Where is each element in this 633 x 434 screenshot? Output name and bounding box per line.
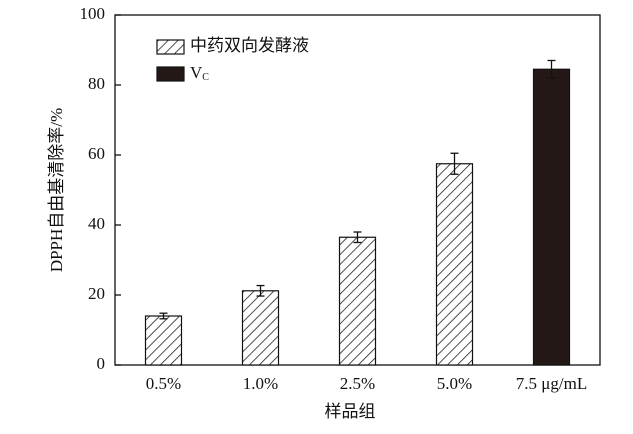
x-tick-label: 1.0%	[243, 374, 278, 393]
legend-label: VC	[190, 63, 209, 83]
legend-swatch	[156, 39, 185, 55]
bar	[338, 236, 377, 366]
y-tick-label: 0	[97, 354, 106, 373]
legend-name: V	[190, 63, 203, 82]
legend-swatch	[156, 66, 185, 82]
bar	[532, 68, 571, 366]
x-tick-label: 5.0%	[437, 374, 472, 393]
bar	[241, 290, 280, 366]
legend-subscript: C	[202, 72, 209, 83]
y-tick-label: 80	[88, 74, 105, 93]
legend-label: 中药双向发酵液	[190, 36, 309, 55]
y-axis-label: DPPH自由基清除率/%	[47, 108, 66, 272]
x-tick-label: 2.5%	[340, 374, 375, 393]
bar	[144, 315, 183, 366]
bar	[435, 163, 474, 366]
legend-name: 中药双向发酵液	[190, 36, 309, 55]
y-tick-label: 40	[88, 214, 105, 233]
x-tick-label: 7.5 μg/mL	[516, 374, 587, 393]
y-tick-label: 20	[88, 284, 105, 303]
y-tick-label: 100	[80, 4, 106, 23]
x-tick-label: 0.5%	[146, 374, 181, 393]
y-tick-label: 60	[88, 144, 105, 163]
x-axis-label: 样品组	[325, 402, 376, 421]
